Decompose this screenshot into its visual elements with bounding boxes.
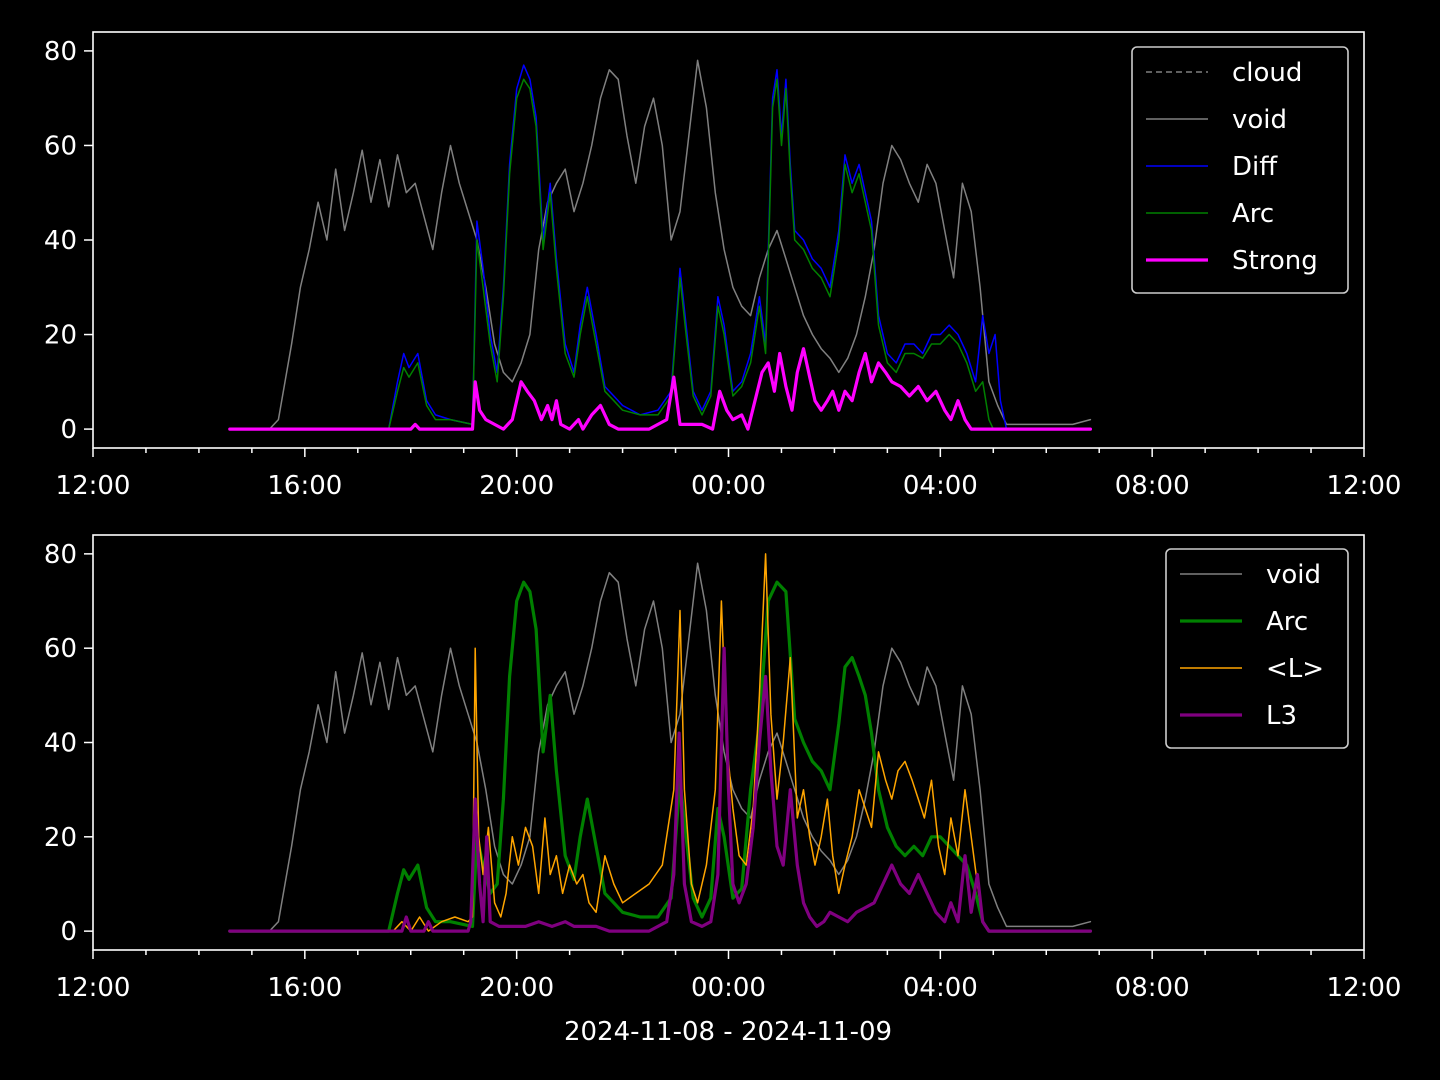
y-tick-label: 20: [44, 321, 77, 351]
y-tick-label: 60: [44, 131, 77, 161]
series-line-strong: [228, 347, 1093, 431]
x-tick-label: 12:00: [1327, 471, 1402, 501]
series-line-void: [229, 59, 1092, 430]
legend-box: [1131, 46, 1349, 294]
bottom-axes: 12:00 16:00 20:00 00:00 04:00 08:00 12:00 0 20 40…: [44, 534, 1402, 1003]
legend-label-strong: Strong: [1232, 246, 1318, 276]
x-tick-label: 20:00: [479, 471, 554, 501]
x-tick-label: 20:00: [479, 973, 554, 1003]
legend-label-arc: Arc: [1232, 199, 1274, 229]
y-tick-label: 40: [44, 226, 77, 256]
legend-label-diff: Diff: [1232, 152, 1278, 182]
x-tick-label: 12:00: [1327, 973, 1402, 1003]
x-tick-label: 08:00: [1115, 471, 1190, 501]
x-tick-label: 04:00: [903, 471, 978, 501]
plot-area: [228, 59, 1093, 431]
series-line-l: [229, 553, 1092, 932]
legend: void Arc <L> L3: [1165, 548, 1349, 749]
x-tick-label: 00:00: [691, 973, 766, 1003]
y-tick-label: 80: [44, 540, 77, 570]
legend-box: [1165, 548, 1349, 749]
plot-area: [228, 553, 1093, 933]
x-tick-label: 12:00: [56, 471, 131, 501]
series-line-arc: [228, 580, 1093, 933]
legend-label-l: <L>: [1266, 654, 1324, 684]
top-axes: 12:00 16:00 20:00 00:00 04:00 08:00 12:00 0 20 40…: [44, 31, 1402, 501]
x-tick-label: 00:00: [691, 471, 766, 501]
x-tick-label: 08:00: [1115, 973, 1190, 1003]
legend-label-cloud: cloud: [1232, 58, 1302, 88]
x-tick-label: 12:00: [56, 973, 131, 1003]
y-tick-label: 20: [44, 823, 77, 853]
legend-label-void: void: [1232, 105, 1287, 135]
legend-label-arc: Arc: [1266, 607, 1308, 637]
y-tick-label: 60: [44, 634, 77, 664]
x-tick-label: 16:00: [267, 471, 342, 501]
y-tick-label: 0: [60, 415, 77, 445]
series-line-l3: [228, 646, 1093, 933]
y-tick-label: 0: [60, 917, 77, 947]
y-tick-label: 80: [44, 37, 77, 67]
legend-label-void: void: [1266, 560, 1321, 590]
legend-label-l3: L3: [1266, 701, 1297, 731]
series-line-arc: [229, 78, 1092, 430]
x-axis-label: 2024-11-08 - 2024-11-09: [564, 1017, 892, 1047]
x-tick-label: 04:00: [903, 973, 978, 1003]
y-tick-label: 40: [44, 729, 77, 759]
x-tick-label: 16:00: [267, 973, 342, 1003]
series-line-void: [229, 562, 1092, 932]
legend: cloud void Diff Arc Strong: [1131, 46, 1349, 294]
